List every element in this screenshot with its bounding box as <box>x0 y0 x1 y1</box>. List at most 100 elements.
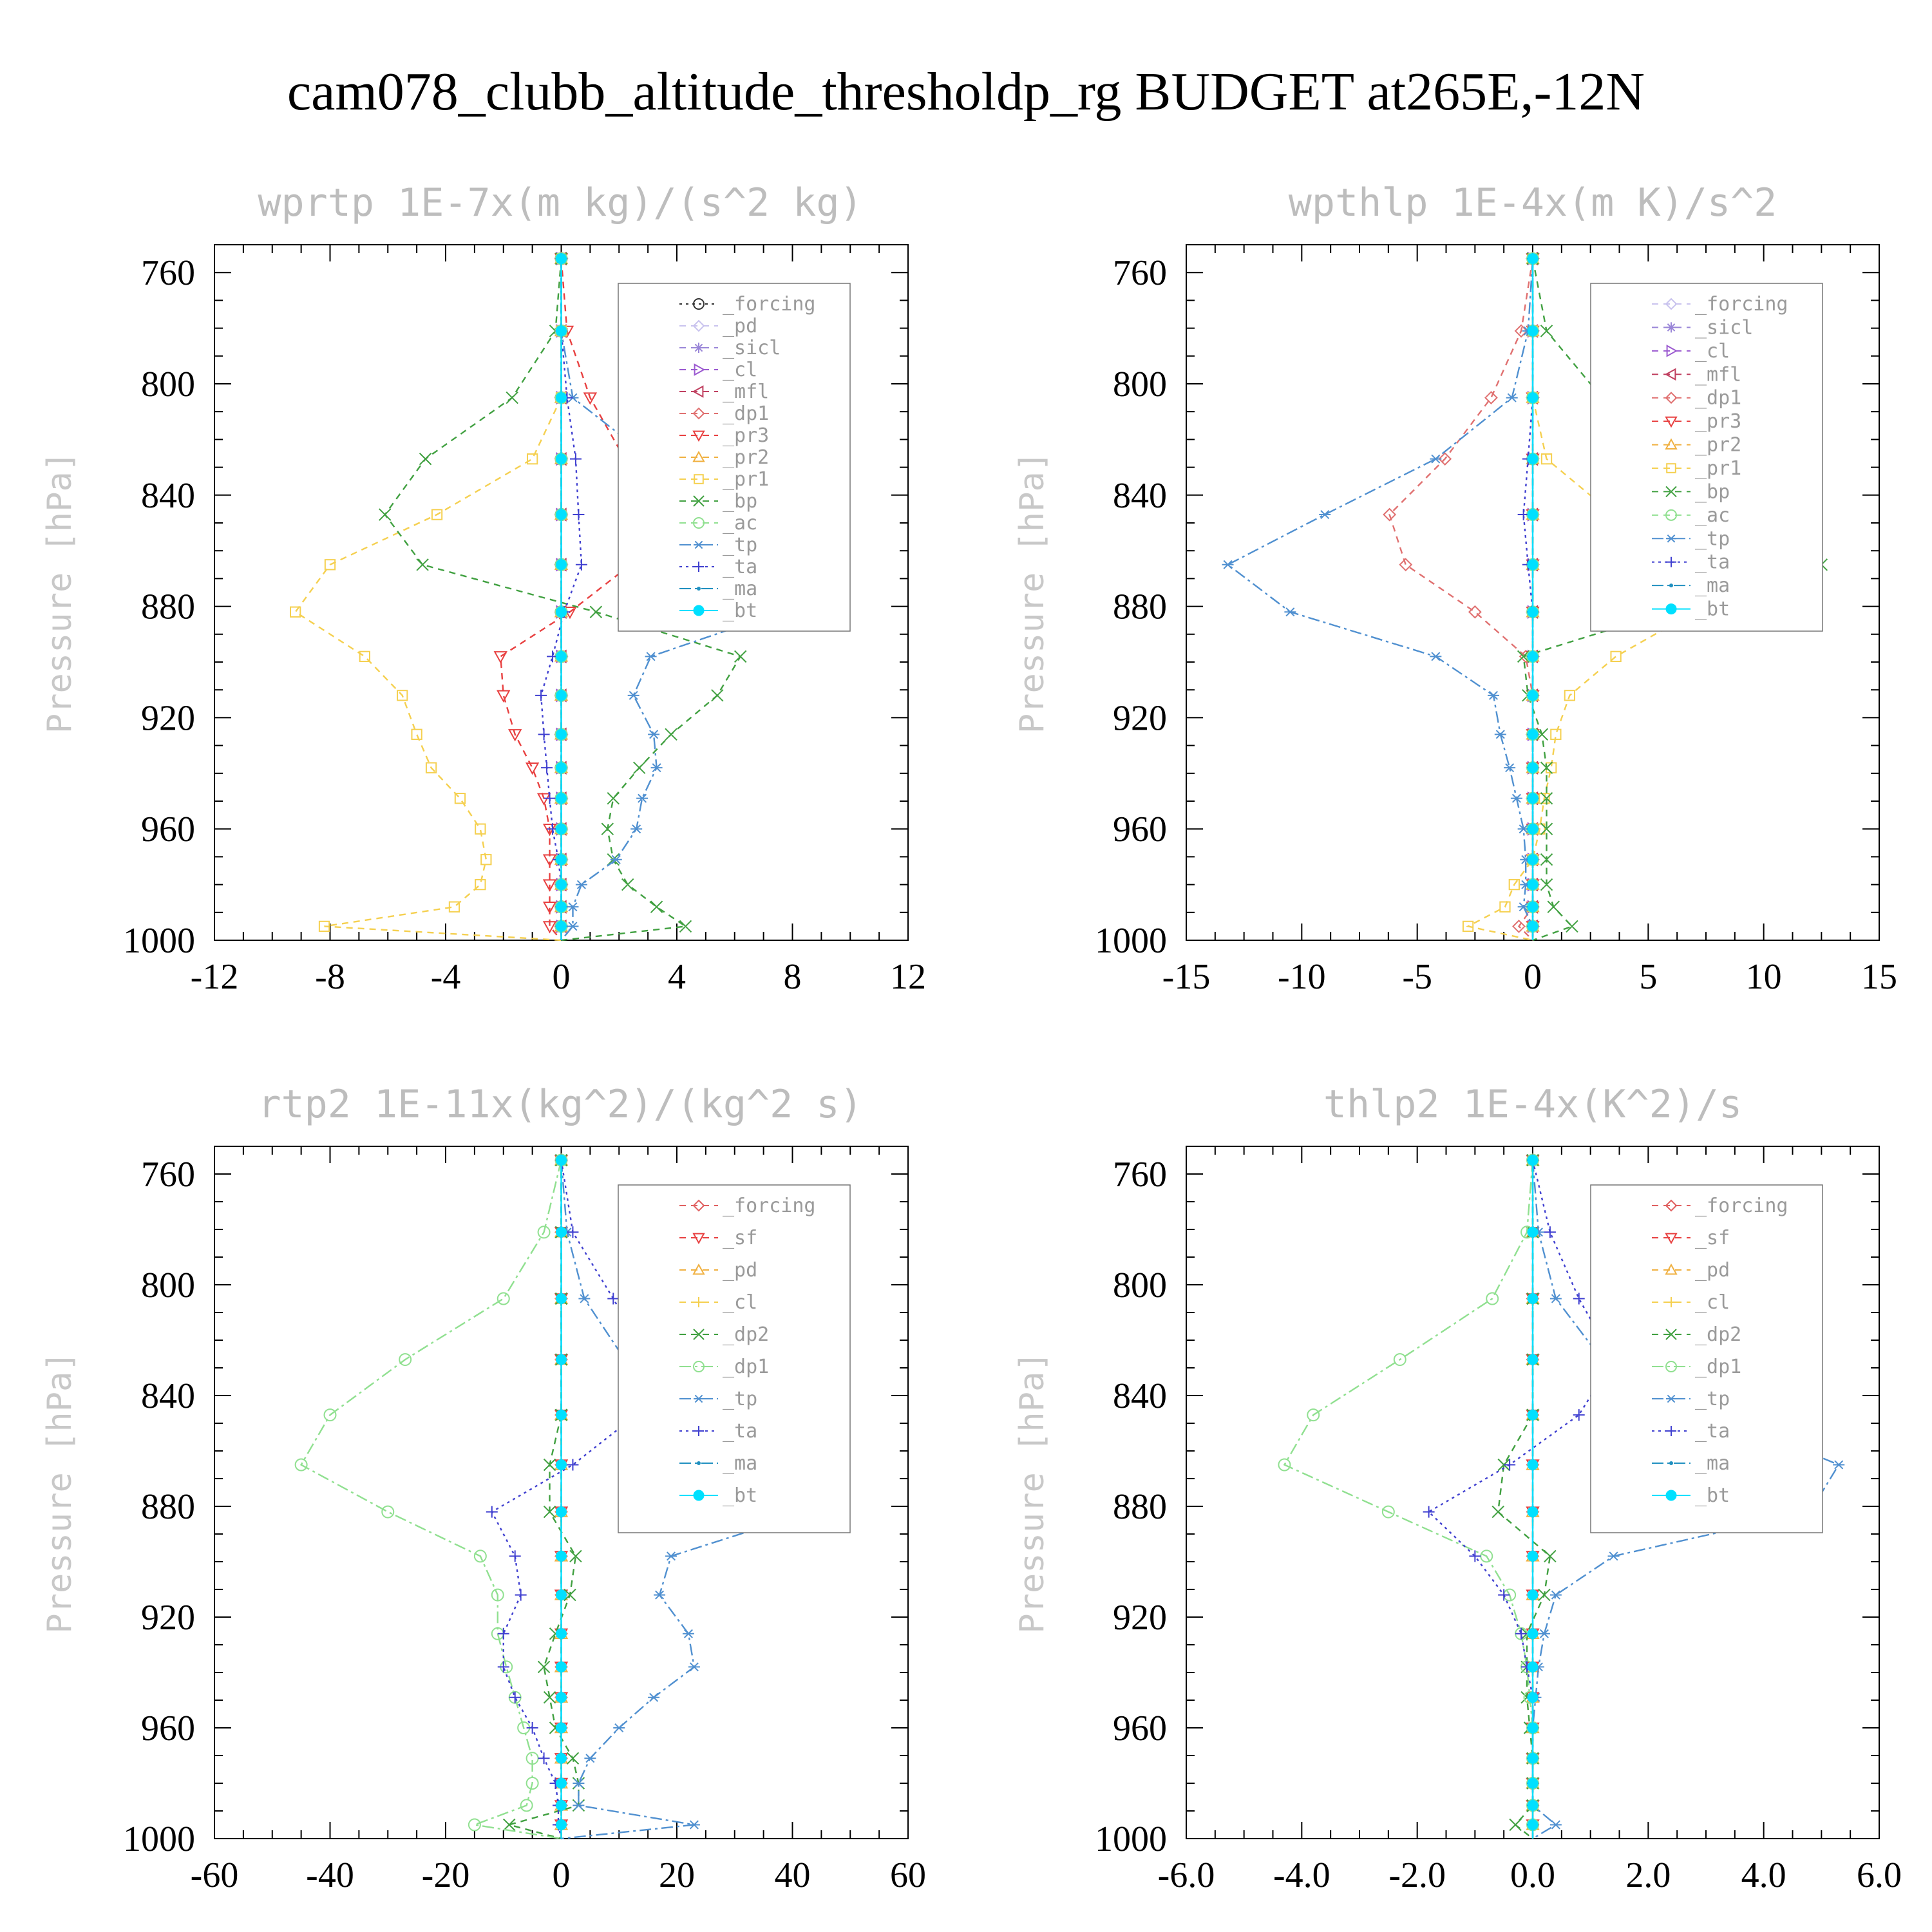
legend-marker <box>1666 463 1676 473</box>
data-point <box>399 1353 412 1367</box>
data-point <box>682 1629 694 1638</box>
data-point <box>1509 1818 1522 1832</box>
legend-item: _pr2 <box>1652 434 1741 457</box>
data-point <box>1423 1506 1435 1518</box>
legend-marker <box>1669 583 1673 588</box>
legend-label: _tp <box>723 534 757 556</box>
data-point <box>575 558 587 571</box>
data-point <box>1527 1409 1539 1421</box>
legend-label: _dp1 <box>1695 387 1741 410</box>
data-point <box>1517 650 1530 663</box>
data-point <box>1573 1293 1585 1305</box>
legend-item: _bp <box>679 490 757 513</box>
data-point <box>480 854 492 866</box>
y-tick-label: 920 <box>1113 1598 1167 1638</box>
data-point <box>573 509 585 521</box>
data-point <box>497 1292 510 1305</box>
data-point <box>1607 1551 1620 1561</box>
legend-marker <box>1665 1490 1677 1501</box>
legend-marker <box>693 517 705 529</box>
data-point <box>556 1692 567 1703</box>
legend-marker <box>692 1199 705 1212</box>
data-point <box>1527 1722 1539 1734</box>
y-tick-label: 1000 <box>1095 921 1167 961</box>
data-point <box>1515 1627 1528 1640</box>
legend-label: _bt <box>1695 1484 1730 1507</box>
series-bt <box>556 1155 567 1839</box>
legend-marker <box>1666 534 1676 543</box>
data-point <box>556 1589 567 1601</box>
legend-item: _bt <box>1652 1484 1730 1507</box>
legend-item: _ta <box>679 1420 757 1443</box>
data-point <box>431 509 443 520</box>
data-point <box>589 605 603 618</box>
data-point <box>556 1506 567 1518</box>
data-point <box>569 453 582 465</box>
legend-marker <box>1665 392 1678 404</box>
data-point <box>503 1818 516 1832</box>
data-point <box>556 1459 567 1470</box>
x-tick-label: 2.0 <box>1625 1855 1671 1895</box>
data-point <box>1550 728 1562 740</box>
data-point <box>537 1660 551 1674</box>
data-point <box>556 253 567 265</box>
y-tick-label: 880 <box>1113 587 1167 627</box>
legend-label: _pr1 <box>1695 457 1741 480</box>
legend-label: _ma <box>723 578 757 600</box>
data-point <box>575 880 587 889</box>
legend: _forcing _sf _pd _cl _dp2 _dp1 _tp _ta _ma _bt <box>1590 1184 1823 1533</box>
series-bt <box>556 253 567 940</box>
y-tick-label: 760 <box>1113 1155 1167 1195</box>
data-point <box>541 762 553 774</box>
data-point <box>734 650 747 663</box>
data-point <box>525 762 540 775</box>
x-tick-label: 0 <box>553 957 571 997</box>
legend-box <box>618 283 851 632</box>
data-point <box>688 1820 700 1830</box>
data-point <box>567 902 579 912</box>
data-point <box>1527 854 1539 866</box>
y-tick-label: 920 <box>1113 698 1167 738</box>
legend-label: _sicl <box>1695 316 1753 339</box>
data-point <box>543 1690 556 1704</box>
data-point <box>632 761 646 774</box>
legend-item: _pr2 <box>679 446 769 469</box>
data-point <box>1527 1692 1539 1703</box>
panels: wprtp 1E-7x(m kg)/(s^2 kg) Pressure [hPa]… <box>41 180 1902 1895</box>
y-tick-label: 840 <box>141 1376 195 1416</box>
legend-label: _forcing <box>1695 293 1788 316</box>
legend-marker <box>692 1233 705 1245</box>
legend-item: _pd <box>1652 1259 1730 1282</box>
series-line <box>299 1160 562 1840</box>
x-tick-label: 20 <box>659 1855 695 1895</box>
data-point <box>578 1294 591 1303</box>
data-point <box>556 854 567 866</box>
x-tick-label: -2.0 <box>1388 1855 1446 1895</box>
panel-4: thlp2 1E-4x(K^2)/s Pressure [hPa] -6.0 -4.0… <box>1013 1082 1902 1895</box>
data-point <box>1527 901 1539 913</box>
legend-item: _sf <box>679 1227 757 1249</box>
legend-label: _bt <box>723 600 757 622</box>
legend-item: _forcing <box>679 1195 816 1217</box>
data-point <box>537 1226 551 1239</box>
data-point <box>542 879 557 892</box>
legend-item: _tp <box>679 1388 757 1410</box>
data-point <box>556 1819 567 1830</box>
legend-item: _ma <box>1652 574 1730 597</box>
legend-label: _dp2 <box>723 1323 769 1346</box>
data-point <box>610 855 622 864</box>
series-line <box>384 258 742 942</box>
data-point <box>543 1505 556 1519</box>
data-point <box>1527 1777 1539 1789</box>
figure-title: cam078_clubb_altitude_thresholdp_rg BUDG… <box>287 62 1645 122</box>
data-point <box>573 1778 585 1788</box>
legend-marker <box>694 1426 704 1436</box>
series-bt <box>1527 253 1539 940</box>
legend-marker <box>694 540 704 549</box>
data-point <box>573 1801 585 1810</box>
y-axis-label: Pressure [hPa] <box>41 451 79 734</box>
legend-label: _ta <box>1695 1420 1730 1443</box>
data-point <box>1508 878 1520 891</box>
legend-marker <box>1666 556 1676 567</box>
legend-marker <box>694 343 704 353</box>
